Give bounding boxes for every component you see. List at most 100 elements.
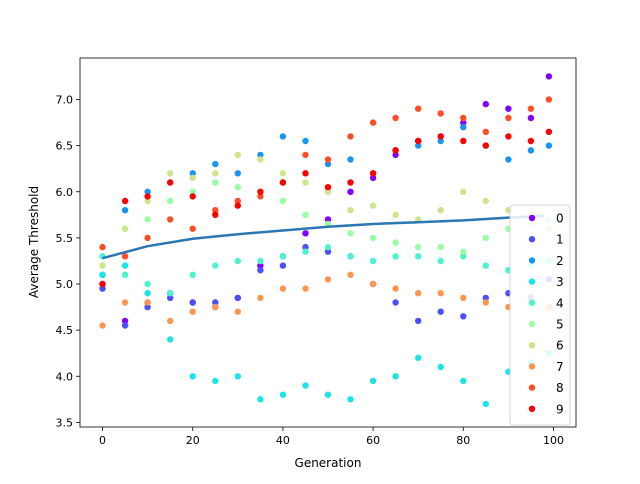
series-9-point xyxy=(189,193,196,200)
trend-line xyxy=(102,214,545,260)
series-2-point xyxy=(324,160,332,168)
y-tick-label: 6.5 xyxy=(56,140,74,153)
series-3-point xyxy=(279,391,287,398)
series-0-point xyxy=(257,262,264,269)
legend-marker-0 xyxy=(528,214,536,222)
series-9-point xyxy=(545,128,553,135)
series-6-point xyxy=(347,207,354,214)
series-3-point xyxy=(369,377,377,385)
series-5-point xyxy=(279,197,287,205)
y-tick-label: 3.5 xyxy=(56,416,74,429)
series-4-point xyxy=(460,253,467,260)
series-1-point xyxy=(482,294,489,302)
series-0-point xyxy=(392,151,399,159)
series-1-point xyxy=(302,243,309,251)
series-8-points xyxy=(99,96,553,260)
series-7-point xyxy=(99,322,106,329)
series-4-point xyxy=(302,248,309,255)
series-6-point xyxy=(144,197,151,205)
series-2-point xyxy=(347,156,354,163)
series-5-point xyxy=(415,243,422,251)
series-1-point xyxy=(257,267,264,274)
series-7-point xyxy=(460,294,467,302)
series-9-point xyxy=(234,202,241,209)
series-3-point xyxy=(482,400,489,408)
series-4-point xyxy=(279,253,287,260)
series-7-point xyxy=(302,285,309,292)
legend-marker-4 xyxy=(528,299,536,306)
series-6-point xyxy=(324,188,332,195)
series-1-point xyxy=(234,294,241,302)
series-8-point xyxy=(415,105,422,112)
series-5-point xyxy=(369,234,377,242)
series-2-point xyxy=(415,142,422,149)
series-6-point xyxy=(460,188,467,195)
series-0-point xyxy=(347,188,354,195)
series-1-point xyxy=(167,294,174,302)
legend-marker-8 xyxy=(528,384,536,391)
series-4-point xyxy=(437,257,444,265)
series-7-point xyxy=(415,290,422,297)
series-0-point xyxy=(302,230,309,237)
series-4-point xyxy=(415,253,422,260)
series-2-point xyxy=(189,170,196,177)
series-2-point xyxy=(257,151,264,159)
series-9-point xyxy=(482,142,489,149)
legend: 0 1 2 3 4 5 6 7 8 9 xyxy=(509,204,571,426)
series-7-point xyxy=(121,299,129,306)
series-2-point xyxy=(545,142,553,149)
series-9-point xyxy=(167,179,174,186)
series-3-point xyxy=(257,396,264,403)
series-4-point xyxy=(369,257,377,265)
series-6-point xyxy=(369,202,377,209)
series-9-point xyxy=(279,179,287,186)
series-2-point xyxy=(121,207,129,214)
series-2-point xyxy=(212,160,219,168)
series-1-point xyxy=(121,322,129,329)
x-tick-label: 20 xyxy=(186,434,200,447)
legend-marker-3 xyxy=(528,278,536,285)
series-5-point xyxy=(392,239,399,246)
series-8-point xyxy=(302,151,309,159)
series-3-point xyxy=(189,373,196,380)
series-3-point xyxy=(212,377,219,385)
series-6-point xyxy=(392,211,399,218)
legend-marker-1 xyxy=(528,236,536,243)
x-tick-label: 100 xyxy=(543,434,564,447)
series-5-point xyxy=(460,248,467,255)
series-8-point xyxy=(167,216,174,223)
series-8-point xyxy=(257,193,264,200)
series-5-point xyxy=(482,234,489,242)
series-8-point xyxy=(482,128,489,135)
series-5-point xyxy=(212,179,219,186)
legend-label-7: 7 xyxy=(556,360,564,374)
legend-marker-5 xyxy=(528,320,536,328)
legend-label-6: 6 xyxy=(556,339,564,353)
legend-marker-6 xyxy=(528,342,536,349)
series-9-point xyxy=(369,170,377,177)
series-2-point xyxy=(505,156,512,163)
series-9-point xyxy=(460,137,467,145)
series-0-point xyxy=(482,100,489,108)
series-9-point xyxy=(257,188,264,195)
series-8-point xyxy=(99,243,106,251)
legend-box xyxy=(509,204,571,426)
series-5-point xyxy=(302,211,309,218)
series-3-point xyxy=(415,354,422,361)
series-0-point xyxy=(527,114,535,122)
series-4-point xyxy=(324,243,332,251)
series-8-point xyxy=(505,114,512,122)
series-7-point xyxy=(392,285,399,292)
series-0-point xyxy=(460,119,467,126)
series-1-point xyxy=(392,299,399,306)
series-4-point xyxy=(257,257,264,265)
series-4-point xyxy=(482,262,489,269)
series-8-point xyxy=(545,96,553,103)
series-7-point xyxy=(257,294,264,302)
series-2-point xyxy=(460,124,467,131)
series-5-point xyxy=(437,243,444,251)
series-6-point xyxy=(121,225,129,232)
legend-label-0: 0 xyxy=(556,212,564,226)
series-0-point xyxy=(545,73,553,80)
